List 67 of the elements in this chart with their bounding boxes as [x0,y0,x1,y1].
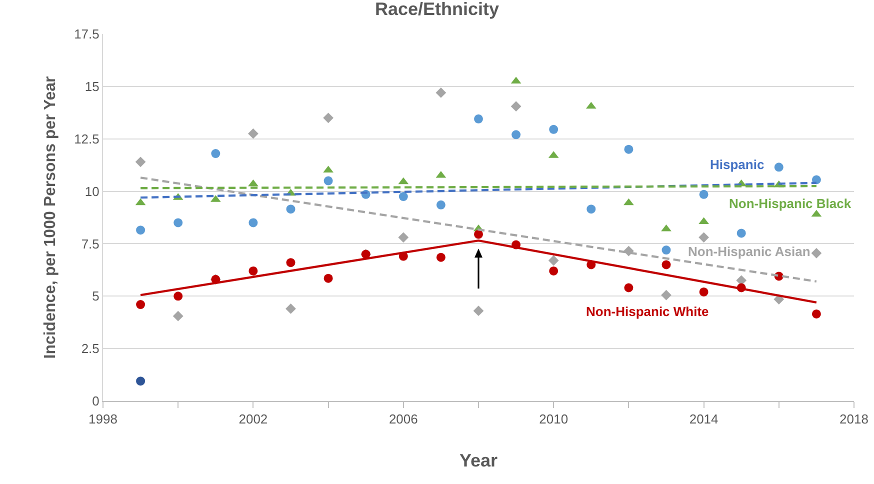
point [510,101,522,112]
point [248,218,258,228]
point [248,266,258,276]
point [624,283,634,292]
point [436,252,446,262]
point [136,226,146,235]
point [398,232,409,243]
point [811,248,822,258]
x-tick-label: 2002 [238,412,268,427]
point [135,156,146,168]
point [474,114,483,124]
point [548,255,559,266]
x-tick-label: 2010 [539,412,568,427]
point [474,230,483,239]
y-tick-label: 12.5 [74,131,100,146]
point [512,130,521,140]
y-tick-label: 0 [92,394,100,409]
point [398,192,408,202]
point [698,232,709,243]
point [136,300,146,310]
point [812,309,821,318]
point [774,162,784,172]
y-tick-label: 15 [84,78,100,94]
y-tick-label: 7.5 [81,236,100,252]
point [736,228,746,238]
point [286,204,296,214]
y-tick-label: 10 [84,184,100,199]
point [436,88,446,98]
point [323,112,334,124]
series-label: Hispanic [710,157,764,172]
point [174,292,183,301]
x-axis-title: Year [459,450,498,471]
point [586,204,596,214]
x-tick-label: 1998 [88,412,118,427]
point [248,179,258,186]
point [661,290,672,300]
point [624,144,634,154]
x-tick-label: 2018 [840,412,868,427]
point [549,124,558,134]
point [662,260,671,270]
point [473,306,484,316]
point [699,190,708,199]
point [211,149,220,158]
point [699,287,708,296]
point [136,376,146,386]
point [624,198,634,206]
point [174,218,183,228]
y-tick-label: 2.5 [81,341,100,356]
x-tick-label: 2006 [388,412,418,427]
point [172,310,184,322]
y-tick-label: 17.5 [74,26,100,42]
series-label: Non-Hispanic White [586,304,709,319]
point [248,128,258,139]
point [549,266,558,276]
point [324,176,333,186]
y-tick-label: 5 [92,288,100,304]
point [286,304,296,314]
point [324,274,333,283]
point [286,258,296,268]
point [662,246,671,255]
x-tick-label: 2014 [689,412,718,427]
series-label: Non-Hispanic Black [729,196,852,211]
y-axis-title: Incidence, per 1000 Persons per Year [42,76,59,359]
point [323,166,334,173]
series-label: Non-Hispanic Asian [688,244,810,259]
chart-title: Race/Ethnicity [374,0,500,20]
point [436,200,446,210]
